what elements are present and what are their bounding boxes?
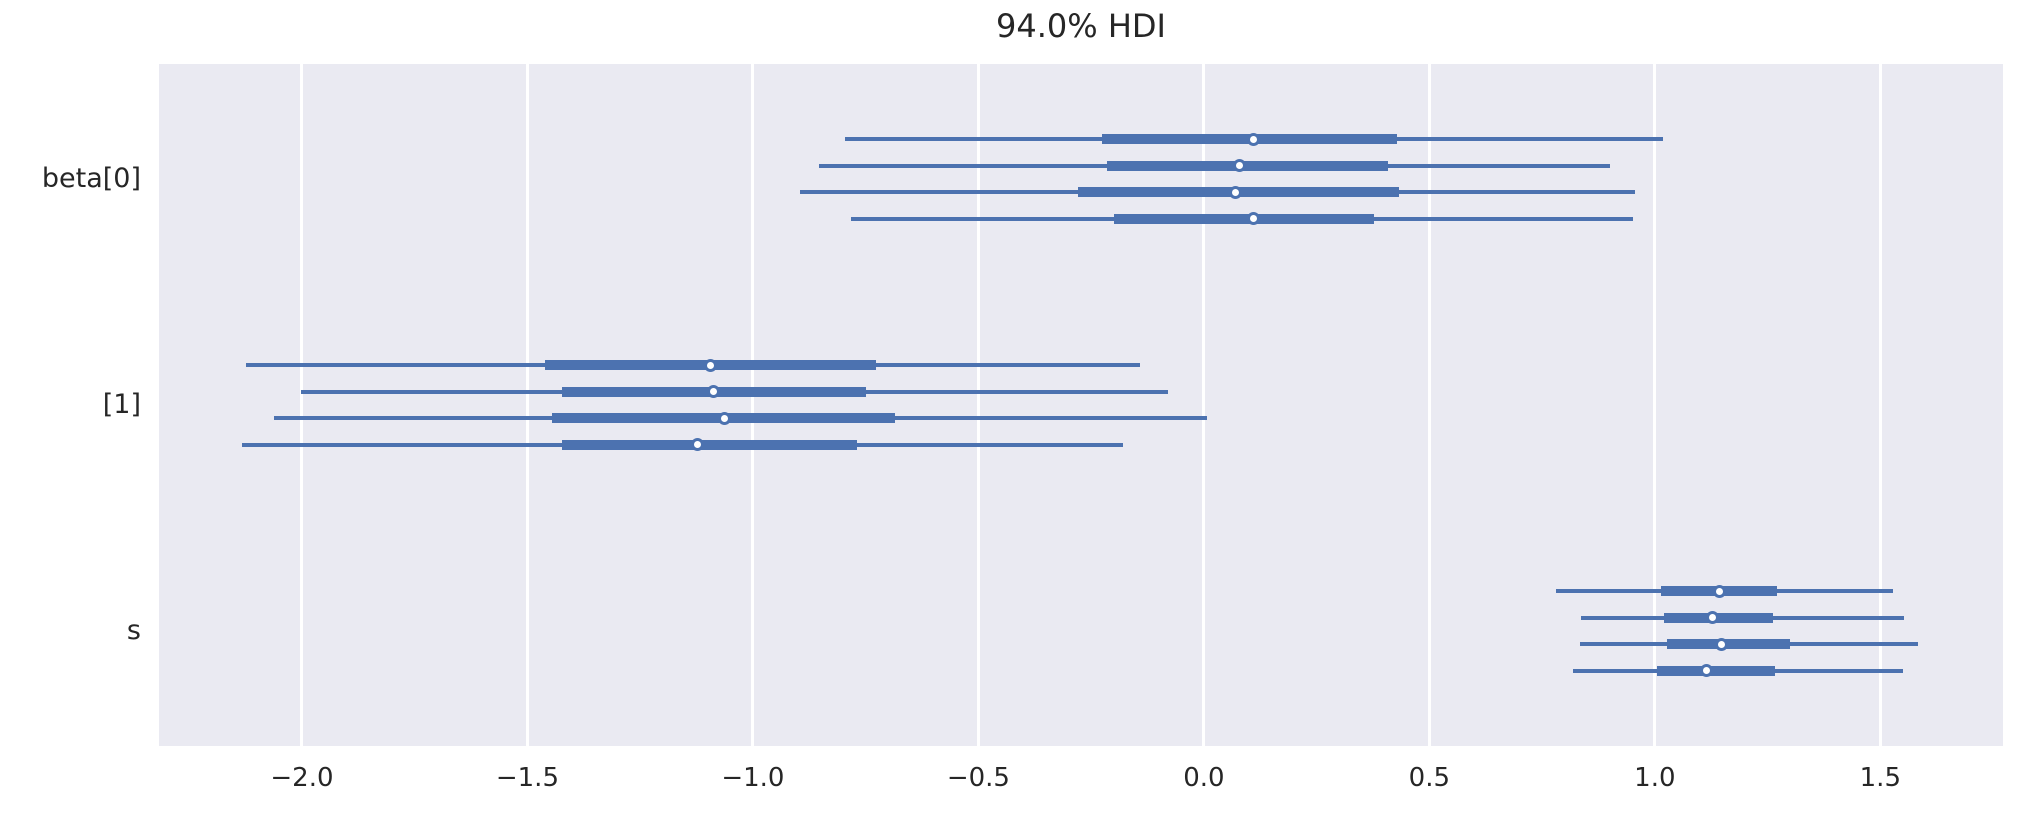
gridline <box>1653 64 1657 746</box>
median-marker <box>1246 132 1260 146</box>
quartile-line <box>1113 213 1374 224</box>
xtick-label: 1.5 <box>1859 763 1901 793</box>
gridline <box>751 64 755 746</box>
median-marker <box>707 385 721 399</box>
xtick-label: −1.0 <box>721 763 785 793</box>
gridline <box>525 64 529 746</box>
plot-area <box>159 64 2003 746</box>
quartile-line <box>1666 639 1790 650</box>
y-axis-labels: beta[0] [1] s <box>0 64 141 746</box>
xtick-label: −1.5 <box>495 763 559 793</box>
median-marker <box>1229 185 1243 199</box>
gridline <box>300 64 304 746</box>
median-marker <box>1715 637 1729 651</box>
median-marker <box>1713 584 1727 598</box>
median-marker <box>1700 664 1714 678</box>
quartile-line <box>1656 665 1775 676</box>
xtick-label: 0.5 <box>1408 763 1451 793</box>
chart-title: 94.0% HDI <box>996 7 1166 45</box>
median-marker <box>1706 611 1720 625</box>
quartile-line <box>561 439 858 450</box>
x-axis-labels: −2.0 −1.5 −1.0 −0.5 0.0 0.5 1.0 1.5 <box>159 746 2003 816</box>
gridline <box>1878 64 1882 746</box>
ytick-label: s <box>126 615 141 646</box>
median-marker <box>717 411 731 425</box>
median-marker <box>1247 212 1261 226</box>
xtick-label: 0.0 <box>1183 763 1225 793</box>
xtick-label: −0.5 <box>946 763 1010 793</box>
median-marker <box>703 358 717 372</box>
xtick-label: −2.0 <box>270 763 334 793</box>
gridline <box>1202 64 1206 746</box>
xtick-label: 1.0 <box>1634 763 1676 793</box>
ytick-label: beta[0] <box>41 163 141 194</box>
median-marker <box>1233 159 1247 173</box>
median-marker <box>691 438 705 452</box>
ytick-label: [1] <box>102 389 141 420</box>
quartile-line <box>1106 160 1388 171</box>
gridline <box>976 64 980 746</box>
gridline <box>1427 64 1431 746</box>
